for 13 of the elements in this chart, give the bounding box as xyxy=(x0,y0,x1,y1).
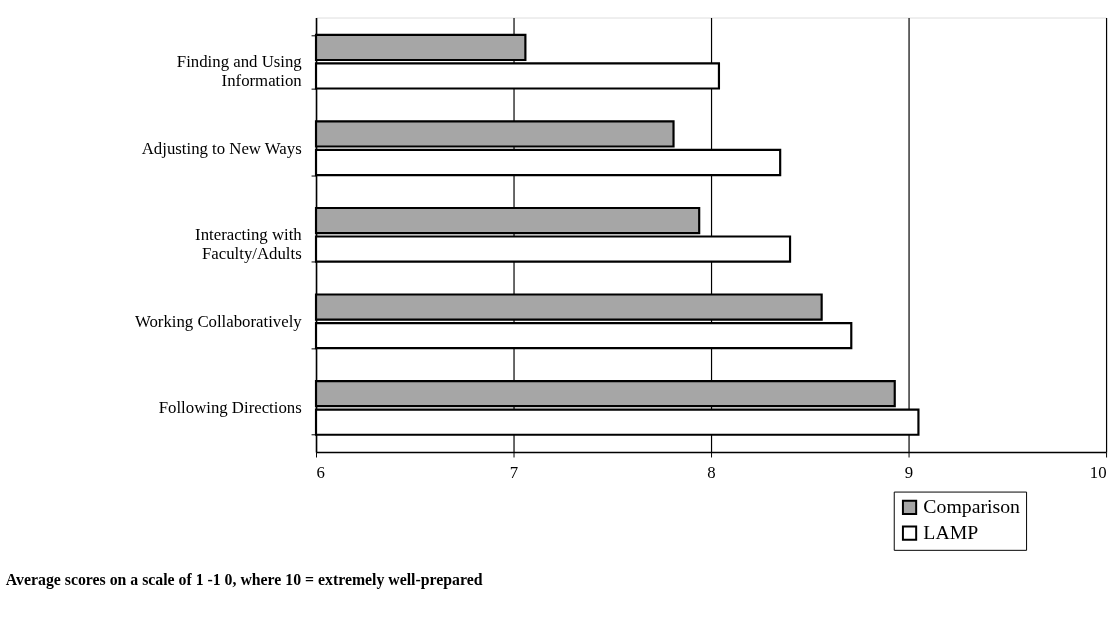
legend-label: Comparison xyxy=(923,495,1021,518)
y-tick-label: Finding and Using Information xyxy=(176,52,303,90)
x-tick-label: 6 xyxy=(316,463,325,483)
text: Average scores on a scale of 1 -1 0, where 10 = extremely well-prepared xyxy=(5,570,483,589)
x-tick-label: 10 xyxy=(1089,463,1107,483)
y-tick-label: Adjusting to New Ways xyxy=(141,138,302,158)
y-tick-label: Following Directions xyxy=(158,398,302,418)
x-tick-label: 8 xyxy=(707,463,716,483)
legend-label: LAMP xyxy=(923,520,979,543)
y-tick-label: Interacting with Faculty/Adults xyxy=(195,225,303,263)
x-tick-label: 7 xyxy=(509,463,519,483)
y-tick-label: Working Collaboratively xyxy=(134,311,303,331)
x-tick-label: 9 xyxy=(904,463,914,483)
